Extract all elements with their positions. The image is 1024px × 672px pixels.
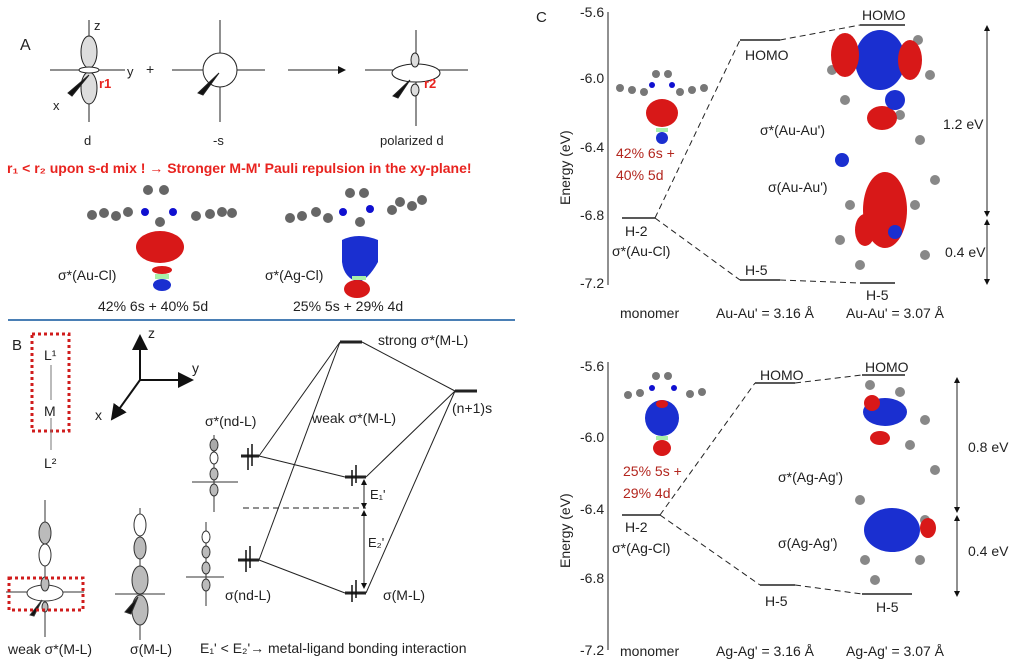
r1-label: r1 (99, 76, 111, 91)
sigma-star-dimer-label: σ*(Ag-Ag') (778, 469, 843, 485)
polarized-d-label: polarized d (380, 133, 444, 148)
composition-line-2: 40% 5d (616, 167, 663, 183)
gap-label: 0.4 eV (945, 244, 986, 260)
tick: -6.4 (580, 501, 604, 517)
plus-sign: + (146, 61, 154, 77)
panel-b-label: B (12, 337, 22, 354)
r2-label: r2 (424, 76, 436, 91)
s-orbital-icon (172, 20, 265, 122)
x-label-distance-1: Au-Au' = 3.16 Å (716, 305, 815, 321)
polarized-d-orbital-icon (365, 30, 468, 126)
weak-antibonding-label: weak σ*(M-L) (311, 410, 396, 426)
x-label-monomer: monomer (620, 643, 679, 659)
tick: -6.4 (580, 139, 604, 155)
tick: -7.2 (580, 642, 604, 658)
tick: -6.0 (580, 70, 604, 86)
h5-label: H-5 (876, 599, 899, 615)
x-label-distance-2: Ag-Ag' = 3.07 Å (846, 643, 945, 659)
ag-cl-molecule-icon (285, 188, 427, 298)
ligand-1-label: L¹ (44, 347, 57, 363)
monomer-orbital-label: σ*(Ag-Cl) (612, 540, 670, 556)
axis-x: x (53, 98, 60, 113)
homo-label: HOMO (862, 7, 906, 23)
monomer-orbital-label: σ*(Au-Cl) (612, 243, 670, 259)
ag-energy-diagram: -5.6 -6.0 -6.4 -6.8 -7.2 Energy (eV) (557, 358, 1009, 659)
x-label-monomer: monomer (620, 305, 679, 321)
sigma-nd-l-label: σ(nd-L) (225, 587, 271, 603)
conclusion-text: E₁' < E₂'→ metal-ligand bonding interact… (200, 640, 467, 656)
sigma-dimer-label: σ(Ag-Ag') (778, 535, 838, 551)
axis-y: y (127, 64, 134, 79)
homo-label: HOMO (745, 47, 789, 63)
mo-correlation-lines (238, 340, 477, 595)
gap-label: 0.8 eV (968, 439, 1009, 455)
monomer-orbital-icon (616, 70, 708, 144)
d-label: d (84, 133, 91, 148)
tick: -6.0 (580, 429, 604, 445)
composition-line-2: 29% 4d (623, 485, 670, 501)
panel-a: A z y x r1 + d -s r2 polarized d (7, 18, 515, 321)
ligand-2-label: L² (44, 455, 57, 471)
tick: -7.2 (580, 275, 604, 291)
x-label-distance-1: Ag-Ag' = 3.16 Å (716, 643, 815, 659)
strong-antibonding-label: strong σ*(M-L) (378, 332, 468, 348)
homo-label: HOMO (865, 359, 909, 375)
sigma-star-nd-l-label: σ*(nd-L) (205, 413, 256, 429)
gap-label: 0.4 eV (968, 543, 1009, 559)
axes-icon (110, 334, 194, 421)
monomer-orbital-icon (624, 372, 706, 456)
au-cl-composition: 42% 6s + 40% 5d (98, 298, 208, 314)
panel-c: C -5.6 -6.0 -6.4 -6.8 -7.2 Energy (eV) (536, 4, 1009, 659)
au-cl-orbital-label: σ*(Au-Cl) (58, 267, 116, 283)
au-energy-diagram: -5.6 -6.0 -6.4 -6.8 -7.2 Energy (eV) (557, 4, 990, 321)
axis-z: z (94, 18, 101, 33)
composition-line-1: 25% 5s + (623, 463, 682, 479)
orbital-sketches-icon (6, 435, 238, 640)
panel-b: B L¹ M L² z y x (6, 325, 492, 657)
pauli-statement: r₁ < r₂ upon s-d mix ! → Stronger M-M' P… (7, 160, 472, 176)
bottom-weak-label: weak σ*(M-L) (7, 641, 92, 657)
metal-label: M (44, 403, 56, 419)
h5-label: H-5 (745, 262, 768, 278)
h5-label: H-5 (866, 287, 889, 303)
tick: -6.8 (580, 207, 604, 223)
electron-spin-arrows-icon (245, 444, 357, 602)
ag-cl-composition: 25% 5s + 29% 4d (293, 298, 403, 314)
e1-label: E₁' (370, 487, 386, 502)
x-label-distance-2: Au-Au' = 3.07 Å (846, 305, 945, 321)
y-axis-label: Energy (eV) (557, 130, 573, 205)
b-axis-z: z (148, 325, 155, 341)
h2-label: H-2 (625, 519, 648, 535)
ag-cl-orbital-label: σ*(Ag-Cl) (265, 267, 323, 283)
dimer-orbital-icon (827, 30, 940, 270)
composition-line-1: 42% 6s + (616, 145, 675, 161)
s-label: -s (213, 133, 224, 148)
h2-label: H-2 (625, 223, 648, 239)
dimer-orbital-icon (855, 380, 940, 585)
b-axis-y: y (192, 360, 199, 376)
d-orbital-icon (50, 20, 125, 122)
panel-c-label: C (536, 9, 547, 26)
y-axis-label: Energy (eV) (557, 493, 573, 568)
bottom-sigma-m-l-label: σ(M-L) (130, 641, 172, 657)
au-cl-molecule-icon (87, 185, 237, 291)
h5-label: H-5 (765, 593, 788, 609)
xy-plane-box (7, 576, 85, 612)
tick: -6.8 (580, 570, 604, 586)
homo-label: HOMO (760, 367, 804, 383)
tick: -5.6 (580, 4, 604, 20)
panel-a-label: A (20, 37, 31, 54)
sigma-m-l-label: σ(M-L) (383, 587, 425, 603)
sigma-star-dimer-label: σ*(Au-Au') (760, 122, 825, 138)
n1-s-label: (n+1)s (452, 400, 492, 416)
tick: -5.6 (580, 358, 604, 374)
sigma-dimer-label: σ(Au-Au') (768, 179, 828, 195)
b-axis-x: x (95, 407, 102, 423)
gap-label: 1.2 eV (943, 116, 984, 132)
e2-label: E₂' (368, 535, 384, 550)
